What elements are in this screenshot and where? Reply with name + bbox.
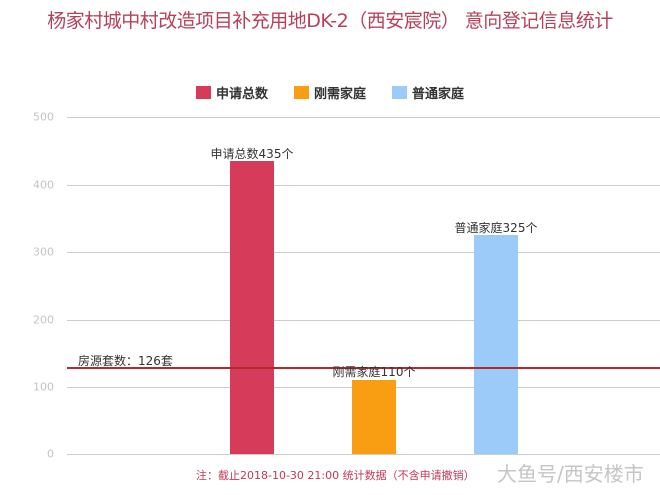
gridline-400: [67, 185, 660, 186]
bar-label-normal: 普通家庭325个: [454, 221, 538, 235]
legend-swatch-rigid: [293, 86, 309, 99]
bar-label-rigid: 刚需家庭110个: [332, 365, 416, 379]
legend-item-normal[interactable]: 普通家庭: [392, 83, 464, 102]
reference-line: [67, 367, 660, 369]
y-tick-300: 300: [33, 245, 54, 259]
bar-normal[interactable]: [474, 235, 518, 454]
legend-label-total: 申请总数: [215, 87, 268, 102]
gridline-300: [67, 252, 660, 253]
reference-line-label: 房源套数：126套: [78, 354, 173, 368]
y-tick-200: 200: [33, 313, 54, 327]
bar-label-total: 申请总数435个: [210, 147, 294, 161]
gridline-500: [67, 117, 660, 118]
y-tick-400: 400: [33, 178, 54, 192]
y-axis-label: 意向登记申请: [0, 285, 67, 315]
legend-label-rigid: 刚需家庭: [313, 87, 366, 102]
legend-item-rigid[interactable]: 刚需家庭: [293, 83, 366, 102]
legend-item-total[interactable]: 申请总数: [195, 83, 268, 102]
y-tick-0: 0: [47, 447, 54, 461]
legend: 申请总数 刚需家庭 普通家庭: [0, 83, 660, 102]
gridline-200: [67, 320, 660, 321]
bar-rigid[interactable]: [352, 380, 396, 454]
legend-swatch-total: [195, 86, 211, 99]
y-tick-100: 100: [33, 380, 54, 394]
x-axis-baseline: [67, 454, 660, 455]
watermark: 大鱼号/西安楼市: [497, 462, 644, 486]
bar-total[interactable]: [230, 161, 274, 454]
y-tick-500: 500: [33, 110, 54, 124]
legend-swatch-normal: [392, 86, 407, 99]
footnote: 注：截止2018-10-30 21:00 统计数据（不含申请撤销）: [196, 469, 475, 482]
chart-title: 杨家村城中村改造项目补充用地DK-2（西安宸院） 意向登记信息统计: [47, 10, 613, 32]
legend-label-normal: 普通家庭: [412, 87, 465, 102]
